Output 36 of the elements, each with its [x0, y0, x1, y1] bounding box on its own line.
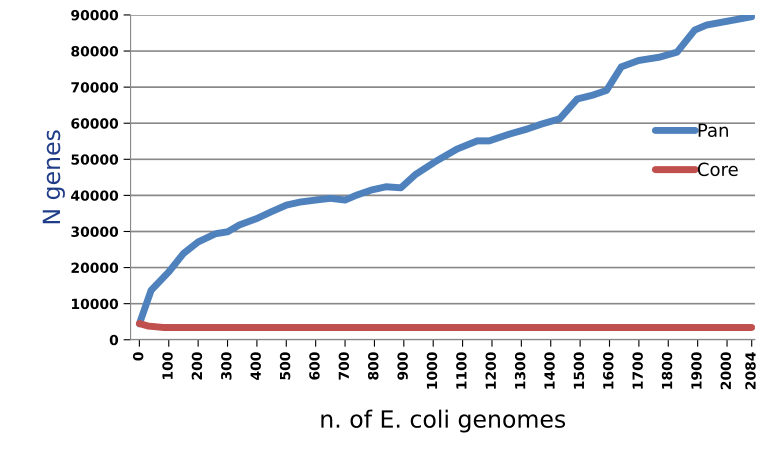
- y-tick-label: 90000: [71, 10, 118, 20]
- x-tick-label: 2084: [745, 352, 756, 390]
- x-axis-title: n. of E. coli genomes: [321, 410, 566, 433]
- x-tick-label: 800: [368, 352, 378, 380]
- x-tick-label: 1400: [544, 352, 555, 389]
- x-tick-label: 900: [397, 352, 408, 380]
- x-tick-label: 2000: [720, 352, 732, 390]
- x-tick-label: 700: [338, 352, 350, 380]
- x-tick-label: 1600: [603, 352, 614, 389]
- x-tick-label: 1500: [574, 352, 584, 389]
- legend-label: Core: [698, 162, 738, 176]
- x-tick-label: 1900: [691, 352, 702, 389]
- y-tick-label: 80000: [71, 46, 118, 57]
- x-tick-label: 200: [192, 352, 202, 380]
- y-tick-label: 30000: [71, 226, 118, 237]
- y-tick-label: 10000: [72, 298, 118, 310]
- y-tick-label: 20000: [72, 262, 118, 274]
- x-tick-label: 0: [132, 352, 144, 361]
- x-tick-label: 1300: [514, 352, 526, 389]
- x-tick-label: 1200: [485, 352, 496, 389]
- y-tick-label: 70000: [71, 82, 118, 93]
- y-tick-label: 40000: [71, 190, 118, 201]
- x-tick-label: 600: [309, 352, 320, 380]
- y-axis-title: N genes: [42, 130, 65, 224]
- y-tick-label: 60000: [71, 118, 118, 129]
- x-tick-label: 300: [221, 352, 232, 380]
- y-tick-label: 0: [110, 334, 118, 346]
- legend-label: Pan: [698, 124, 728, 138]
- y-tick-label: 50000: [72, 154, 118, 165]
- x-tick-label: 1800: [662, 352, 672, 389]
- x-tick-label: 400: [250, 352, 261, 380]
- x-tick-label: 1700: [632, 352, 643, 389]
- x-tick-label: 1000: [426, 352, 438, 389]
- x-tick-label: 100: [162, 352, 173, 379]
- x-tick-label: 500: [280, 352, 290, 380]
- x-tick-label: 1100: [456, 352, 467, 389]
